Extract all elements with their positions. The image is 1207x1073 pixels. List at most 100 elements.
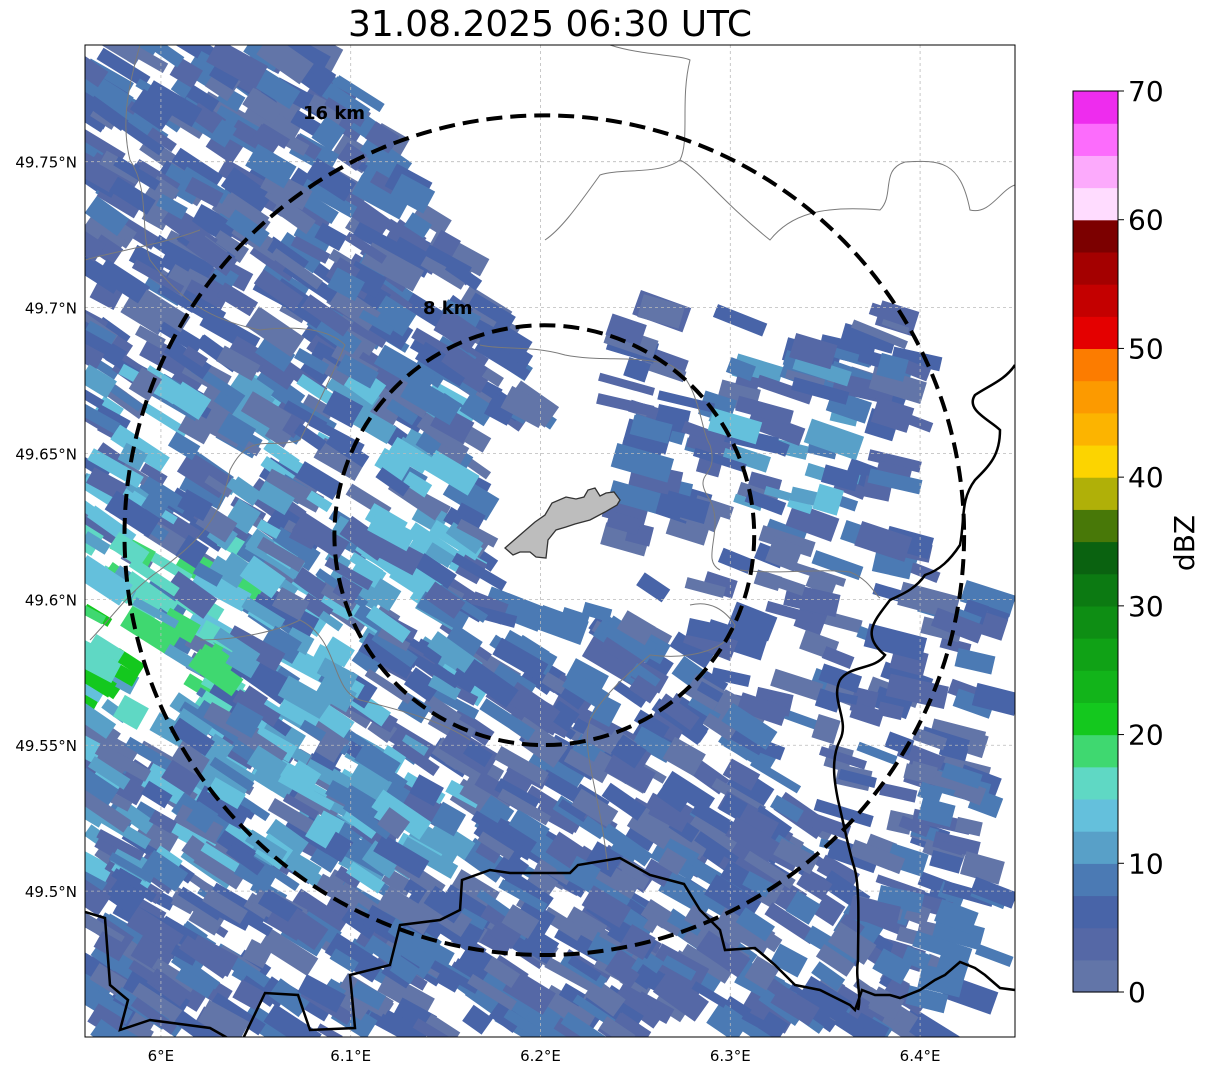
radar-echo-cell bbox=[766, 518, 807, 541]
radar-echo-cell bbox=[712, 304, 768, 337]
radar-echo-cell bbox=[365, 154, 395, 179]
radar-echo-cell bbox=[249, 124, 283, 156]
radar-echo-cell bbox=[707, 408, 763, 445]
radar-echo-cell bbox=[204, 475, 233, 498]
radar-echo-cell bbox=[648, 797, 691, 833]
radar-echo-cell bbox=[504, 357, 531, 381]
radar-echo-cell bbox=[347, 762, 393, 803]
radar-echo-cell bbox=[585, 841, 624, 878]
radar-echo-cell bbox=[744, 489, 787, 516]
radar-echo-cell bbox=[854, 521, 913, 562]
radar-echo-cell bbox=[483, 956, 521, 988]
colorbar-label: dBZ bbox=[1168, 515, 1201, 571]
radar-echo-cell bbox=[325, 432, 370, 468]
radar-echo-cell bbox=[364, 668, 413, 705]
radar-echo-cell bbox=[785, 890, 821, 925]
radar-echo-cell bbox=[320, 581, 359, 613]
radar-echo-cell bbox=[128, 367, 163, 401]
radar-echo-cell bbox=[325, 779, 371, 815]
radar-echo-cell bbox=[721, 703, 778, 750]
radar-echo-cell bbox=[309, 846, 339, 873]
radar-echo-cell bbox=[337, 142, 367, 171]
city-outline bbox=[504, 487, 621, 559]
radar-echo-cell bbox=[403, 212, 433, 239]
radar-echo-cell bbox=[170, 893, 196, 915]
radar-echo-cell bbox=[553, 1017, 594, 1037]
radar-echo-cell bbox=[694, 831, 739, 867]
radar-echo-cell bbox=[867, 468, 923, 495]
ring-label-16km: 16 km bbox=[303, 103, 365, 124]
radar-echo-cell bbox=[959, 580, 1015, 618]
radar-echo-cell bbox=[216, 345, 261, 381]
radar-echo-cell bbox=[384, 218, 441, 261]
radar-echo-cell bbox=[345, 861, 386, 894]
colorbar-segment bbox=[1073, 91, 1118, 124]
admin-border-east bbox=[739, 569, 881, 599]
radar-echo-cell bbox=[108, 531, 150, 568]
radar-echo-cell bbox=[684, 577, 726, 599]
radar-echo-cell bbox=[245, 143, 297, 189]
radar-echo-cell bbox=[208, 555, 247, 589]
radar-echo-cell bbox=[318, 610, 344, 632]
radar-echo-cell bbox=[88, 728, 138, 765]
radar-echo-cell bbox=[161, 915, 206, 947]
radar-echo-cell bbox=[464, 987, 501, 1017]
radar-echo-cell bbox=[334, 257, 361, 279]
radar-echo-cell bbox=[244, 829, 288, 864]
radar-echo-cell bbox=[616, 981, 675, 1024]
radar-echo-cell bbox=[267, 798, 323, 839]
colorbar-segment bbox=[1073, 155, 1118, 189]
radar-echo-cell bbox=[339, 515, 391, 561]
radar-echo-cell bbox=[181, 835, 212, 865]
radar-echo-cell bbox=[120, 295, 168, 336]
colorbar-frame bbox=[1072, 90, 1119, 993]
radar-echo-cell bbox=[128, 960, 171, 993]
radar-echo-cell bbox=[785, 502, 840, 542]
radar-echo-cell bbox=[164, 570, 218, 619]
colorbar-segment bbox=[1073, 284, 1118, 317]
radar-echo-cell bbox=[256, 355, 297, 390]
radar-echo-cell bbox=[217, 412, 257, 449]
radar-echo-cell bbox=[856, 741, 898, 765]
radar-echo-cell bbox=[681, 420, 738, 451]
radar-echo-cell bbox=[389, 173, 436, 214]
radar-echo-cell bbox=[305, 157, 357, 202]
radar-echo-cell bbox=[135, 325, 166, 349]
radar-echo-cell bbox=[181, 958, 221, 990]
radar-echo-layer bbox=[85, 45, 1015, 1037]
radar-echo-cell bbox=[85, 878, 111, 916]
radar-echo-cell bbox=[85, 767, 119, 806]
radar-echo-cell bbox=[371, 789, 432, 840]
radar-echo-cell bbox=[501, 904, 540, 939]
radar-echo-cell bbox=[696, 930, 751, 978]
radar-echo-cell bbox=[613, 680, 647, 708]
radar-echo-cell bbox=[863, 623, 928, 661]
radar-echo-cell bbox=[143, 80, 203, 127]
radar-echo-cell bbox=[939, 840, 965, 856]
radar-echo-cell bbox=[903, 1008, 960, 1037]
radar-echo-cell bbox=[610, 734, 647, 769]
radar-echo-cell bbox=[342, 800, 393, 840]
radar-echo-cell bbox=[245, 306, 305, 358]
radar-echo-cell bbox=[680, 943, 733, 984]
radar-echo-cell bbox=[85, 338, 105, 370]
radar-echo-cell bbox=[816, 854, 860, 891]
radar-echo-cell bbox=[764, 902, 818, 945]
radar-echo-cell bbox=[669, 631, 715, 669]
radar-echo-cell bbox=[400, 836, 459, 879]
radar-echo-cell bbox=[423, 581, 466, 619]
radar-echo-cell bbox=[567, 955, 602, 982]
y-tick-label: 49.5°N bbox=[25, 883, 77, 901]
radar-echo-cell bbox=[85, 396, 121, 434]
radar-echo-cell bbox=[498, 879, 548, 913]
radar-echo-cell bbox=[225, 842, 265, 876]
radar-echo-cell bbox=[534, 605, 589, 645]
radar-echo-cell bbox=[297, 974, 346, 1013]
radar-echo-cell bbox=[105, 877, 146, 916]
radar-echo-cell bbox=[427, 674, 462, 701]
radar-echo-cell bbox=[614, 857, 653, 891]
radar-echo-cell bbox=[375, 467, 410, 497]
radar-echo-cell bbox=[746, 409, 806, 446]
radar-echo-cell bbox=[445, 624, 483, 659]
radar-echo-cell bbox=[344, 231, 387, 264]
